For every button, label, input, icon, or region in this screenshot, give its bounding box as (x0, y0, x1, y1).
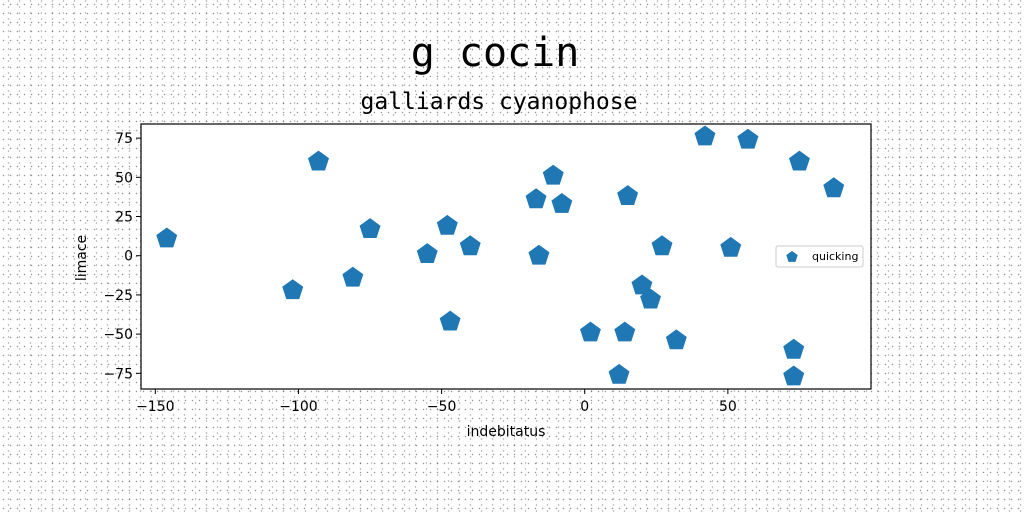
legend-label: quicking (812, 250, 858, 263)
data-point (439, 310, 461, 331)
data-point (651, 235, 673, 256)
data-point (542, 164, 564, 185)
data-point (459, 235, 481, 256)
y-tick-label: −50 (103, 327, 133, 343)
data-point (783, 338, 805, 359)
y-tick-label: −75 (103, 366, 133, 382)
data-point (282, 279, 304, 300)
chart-title: g cocin (411, 30, 580, 76)
data-point (359, 218, 381, 238)
x-tick-label: −150 (136, 399, 174, 415)
data-point (783, 365, 805, 386)
data-point (436, 214, 458, 235)
data-point (525, 188, 547, 209)
data-point (551, 193, 573, 213)
y-tick-label: 0 (124, 249, 133, 265)
data-point (789, 150, 810, 171)
y-tick-label: 75 (115, 131, 133, 147)
data-point (614, 321, 636, 342)
x-axis: −150 −100 −50 0 50 (136, 389, 737, 415)
data-point (528, 244, 550, 265)
data-point (694, 125, 716, 146)
y-axis: −75 −50 −25 0 25 50 75 (103, 131, 141, 382)
data-point (342, 266, 364, 287)
x-tick-label: 50 (719, 399, 737, 415)
data-points (156, 125, 845, 386)
data-point (631, 274, 653, 295)
x-tick-label: 0 (580, 399, 589, 415)
y-tick-label: −25 (103, 288, 133, 304)
x-axis-label: indebitatus (467, 424, 546, 440)
data-point (720, 236, 742, 257)
x-tick-label: −100 (279, 399, 317, 415)
legend-marker (786, 251, 798, 262)
data-point (640, 288, 661, 309)
y-tick-label: 25 (115, 210, 133, 226)
data-point (580, 321, 601, 342)
chart-subtitle: galliards cyanophose (361, 89, 638, 115)
x-tick-label: −50 (427, 399, 457, 415)
y-axis-label: limace (74, 235, 90, 281)
data-point (608, 363, 630, 384)
data-point (617, 185, 639, 205)
data-point (823, 177, 845, 198)
legend-box (775, 245, 864, 268)
plot-area (140, 123, 872, 390)
data-point (308, 150, 329, 171)
y-tick-label: 50 (115, 170, 133, 186)
legend: quicking (775, 245, 864, 268)
data-point (737, 128, 759, 149)
data-point (665, 329, 687, 350)
data-point (416, 243, 438, 263)
data-point (156, 227, 178, 248)
